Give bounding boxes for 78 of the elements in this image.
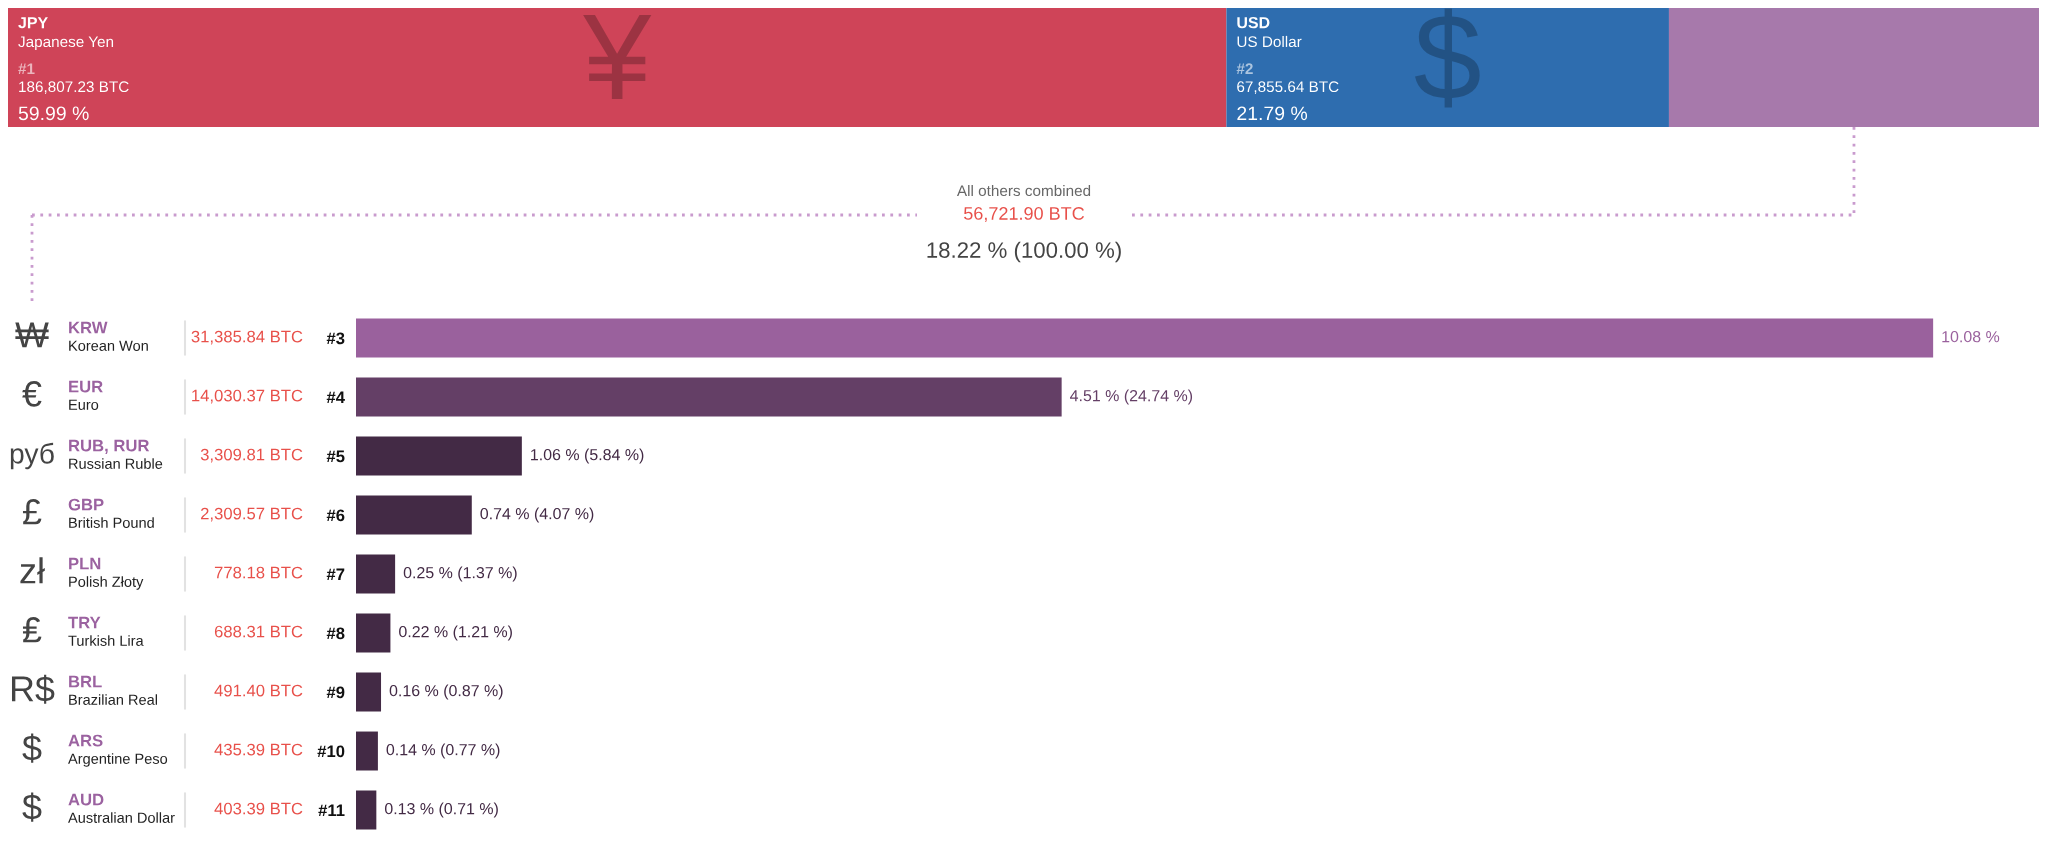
y-tick-label: #8 [326,627,345,640]
text: British Pound [69,517,154,528]
annotation: US Dollar [1237,35,1302,48]
text: 688.31 BTC [214,625,303,638]
text: TRY [68,616,101,629]
text: All others combined [956,184,1091,197]
data-label: 0.13 % (0.71 %) [384,802,498,818]
y-tick-label: #6 [326,509,345,522]
text: $ [22,733,42,763]
series-label: USD [1237,16,1270,29]
text: 778.18 BTC [214,566,303,579]
data-label: 4.51 % (24.74 %) [1070,389,1193,405]
bar [356,318,1934,358]
bar [356,731,378,771]
text: Korean Won [69,340,148,351]
text: Polish Złoty [69,576,144,590]
text: Australian Dollar [68,812,175,823]
y-tick-label: #9 [326,686,345,699]
text: € [22,381,42,407]
annotation: #2 [1236,63,1253,74]
y-tick-label: #4 [326,391,345,404]
text: PLN [69,557,101,570]
text: 31,385.84 BTC [191,330,303,345]
text: 403.39 BTC [214,802,303,815]
y-tick-label: #11 [318,804,345,817]
annotation: 67,855.64 BTC [1237,81,1339,94]
bar [356,554,396,594]
text: AUD [68,793,104,806]
data-label: 0.22 % (1.21 %) [399,625,512,641]
y-tick-label: #10 [317,745,345,758]
text: ₩ [15,322,49,348]
data-label: 59.99 % [18,106,89,121]
annotation: ¥ [583,15,652,100]
data-label: 0.14 % (0.77 %) [386,743,500,759]
annotation: 186,807.23 BTC [19,81,129,94]
data-label: 0.74 % (4.07 %) [480,507,594,523]
text: руб [10,442,54,470]
text: zł [20,557,45,584]
y-tick-label: #5 [326,450,345,463]
text: 2,309.57 BTC [201,507,303,522]
text: 14,030.37 BTC [192,389,303,404]
annotation: #1 [18,63,35,74]
text: RUB, RUR [69,439,150,454]
text: 491.40 BTC [214,684,303,697]
text: ₤ [22,617,42,643]
data-label: 0.16 % (0.87 %) [389,684,503,700]
bar [356,790,377,830]
y-tick-label: #7 [326,568,345,581]
text: BRL [69,675,102,688]
text: EUR [69,380,103,393]
data-label: 0.25 % (1.37 %) [403,566,517,582]
text: 3,309.81 BTC [200,448,303,463]
bar [356,377,1062,417]
series-label: JPY [18,17,48,29]
text: 18.22 % (100.00 %) [927,241,1121,263]
text: R$ [11,674,55,704]
annotation: Japanese Yen [18,36,114,51]
text: Argentine Peso [68,753,168,767]
text: 435.39 BTC [214,743,303,756]
text: £ [22,499,42,525]
bar [356,672,382,712]
text: ARS [68,734,103,747]
bar [356,613,391,653]
y-tick-label: #3 [326,332,345,345]
text: Brazilian Real [69,694,157,705]
data-label: 21.79 % [1237,106,1308,121]
bar [356,436,522,476]
text: Euro [69,399,99,410]
data-label: 1.06 % (5.84 %) [531,448,644,464]
text: Russian Ruble [69,458,163,469]
text: $ [22,792,42,822]
annotation: $ [1415,8,1480,108]
text: KRW [69,321,108,334]
text: 56,721.90 BTC [964,207,1085,222]
text: Turkish Lira [68,635,144,646]
data-label: 10.08 % [1942,330,2000,343]
text: GBP [68,498,104,511]
bar [356,495,472,535]
